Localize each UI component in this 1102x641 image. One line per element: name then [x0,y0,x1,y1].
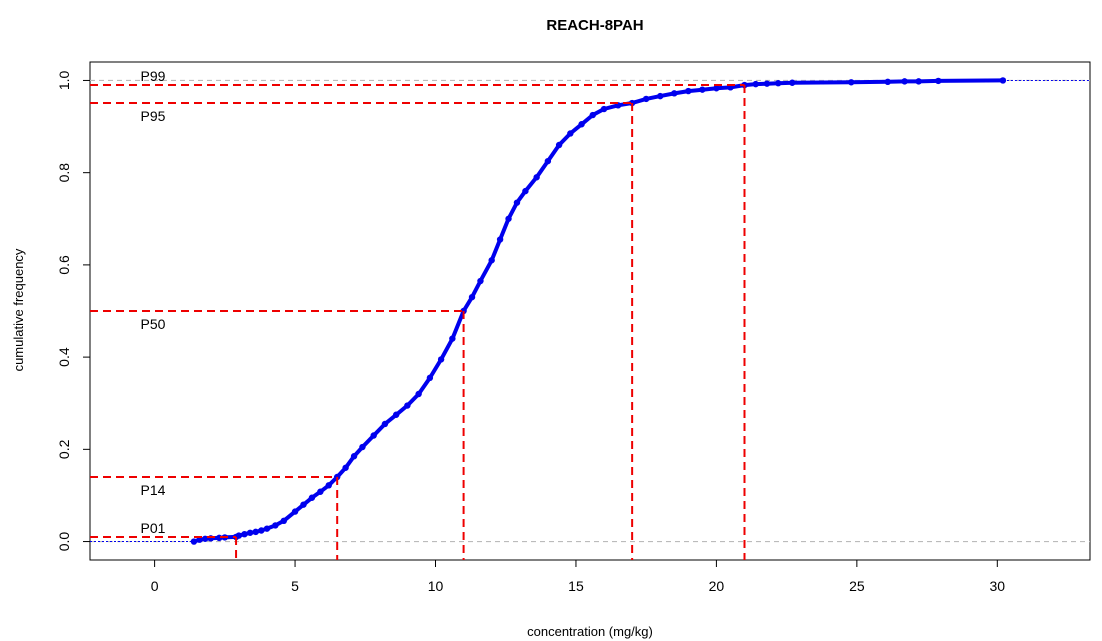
data-point [300,501,307,508]
data-point [999,77,1007,84]
data-point [196,536,203,543]
data-point [308,494,316,501]
data-point [600,105,608,113]
x-tick-label: 0 [151,578,159,594]
data-point [342,464,349,471]
x-axis-label: concentration (mg/kg) [527,624,653,639]
y-tick-label: 0.6 [56,255,72,275]
data-point [437,356,445,363]
x-tick-label: 30 [990,578,1006,594]
data-point [350,453,358,460]
data-point [567,130,574,137]
y-tick-label: 0.2 [56,439,72,459]
data-point [449,335,456,342]
percentile-label: P14 [141,482,166,498]
data-point [555,141,563,149]
x-tick-label: 25 [849,578,865,594]
data-point [589,111,597,119]
data-point [752,80,759,88]
data-point [201,535,209,542]
data-point [317,488,324,495]
percentile-label: P01 [141,520,166,536]
data-point [359,443,366,451]
y-tick-label: 1.0 [56,71,72,91]
y-tick-label: 0.8 [56,163,72,183]
data-point [258,527,265,534]
data-point [468,293,476,301]
data-point [404,402,411,409]
x-tick-label: 15 [568,578,584,594]
plot-area: 0 5 10 15 20 25 30 0.0 0.2 0.4 0.6 0.8 1.0 P01 P14 P50 P… [56,61,1091,594]
data-point [381,420,389,428]
y-axis-label: cumulative frequency [11,248,26,371]
data-point [488,257,495,264]
data-point [325,482,332,489]
data-point [513,199,521,206]
data-point [935,77,942,85]
data-point [763,80,771,87]
data-point [901,78,908,85]
data-point [789,79,796,86]
data-point [190,538,198,545]
data-point [235,532,243,539]
percentile-label: P50 [141,316,166,332]
data-point [415,390,422,398]
data-point [370,432,377,439]
data-point [533,174,540,181]
data-point [477,277,484,285]
data-point [915,78,922,85]
percentile-label: P99 [141,68,166,84]
percentile-label: P95 [141,108,166,124]
data-point [246,529,254,536]
data-point [426,374,434,382]
data-point [263,525,271,532]
data-point [775,80,782,87]
data-point [272,522,279,529]
data-point [685,87,692,95]
chart-title: REACH-8PAH [546,17,643,34]
y-tick-label: 0.4 [56,347,72,367]
y-tick-label: 0.0 [56,532,72,552]
data-point [699,86,706,93]
data-point [241,530,248,538]
data-point [280,517,288,525]
data-point [657,92,664,100]
data-point [713,85,720,92]
data-point [496,236,504,243]
data-point [671,90,678,97]
data-point [252,528,259,536]
data-point [642,95,650,103]
data-point [392,411,400,418]
data-point [544,157,552,165]
data-point [522,187,529,195]
data-point [884,78,891,86]
data-point [848,79,855,86]
data-point [578,121,585,128]
data-point [291,508,299,515]
x-tick-label: 5 [291,578,299,594]
x-tick-label: 20 [709,578,725,594]
data-point [505,215,512,222]
x-tick-label: 10 [428,578,444,594]
